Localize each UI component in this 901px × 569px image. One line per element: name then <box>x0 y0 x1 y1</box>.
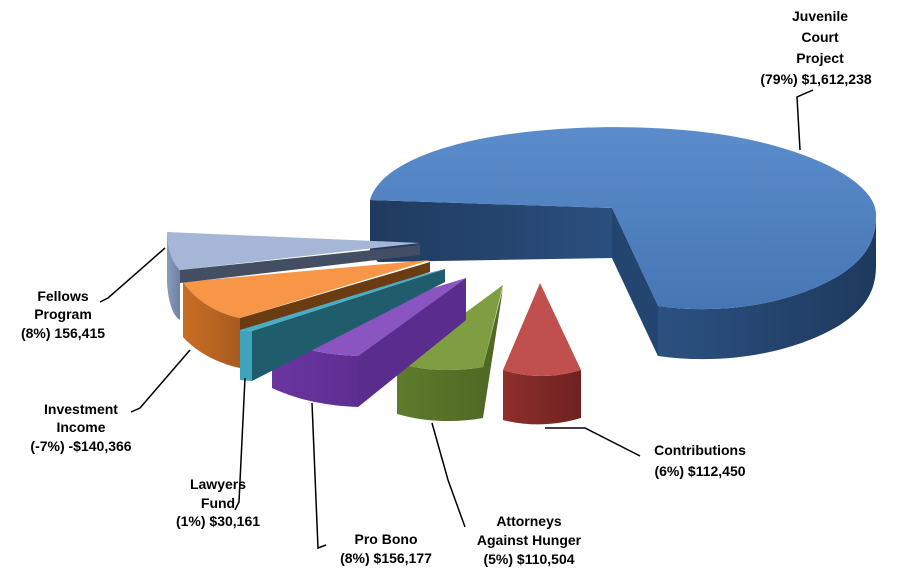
label-line: (79%) $1,612,238 <box>760 71 872 87</box>
label-line: Investment <box>44 401 118 417</box>
label-juvenile: Juvenile Court Project (79%) $1,612,238 <box>760 8 872 87</box>
slice-juvenile-top <box>370 127 877 310</box>
slice-fellows-side <box>167 232 180 320</box>
label-attorneys: Attorneys Against Hunger (5%) $110,504 <box>477 513 582 567</box>
leader-line-investment <box>130 349 191 413</box>
slice-lawyers-fund <box>240 269 445 381</box>
label-investment: Investment Income (-7%) -$140,366 <box>30 401 131 454</box>
label-line: (1%) $30,161 <box>176 513 260 529</box>
slice-investment-income <box>183 260 430 368</box>
label-line: (5%) $110,504 <box>483 551 574 567</box>
label-line: Fellows <box>37 288 89 304</box>
slice-investment-top <box>183 260 430 318</box>
slice-probono-end <box>358 278 466 407</box>
label-line: Lawyers <box>190 476 246 492</box>
label-lawyers: Lawyers Fund (1%) $30,161 <box>176 476 260 529</box>
slice-fellows-top <box>167 232 420 270</box>
leader-line-lawyers <box>234 377 246 511</box>
leader-line-contributions <box>545 427 641 457</box>
slice-probono-side <box>272 278 466 407</box>
slice-contributions-top <box>503 283 581 377</box>
label-fellows: Fellows Program (8%) 156,415 <box>21 288 105 341</box>
leader-line-fellows <box>99 247 166 303</box>
label-line: Income <box>56 419 105 435</box>
label-line: Fund <box>201 495 235 511</box>
label-line: Program <box>34 306 92 322</box>
slice-fellows-end <box>180 245 420 283</box>
slice-attorneys-side <box>397 288 503 422</box>
label-line: (6%) $112,450 <box>654 463 745 479</box>
slice-lawyers-top <box>240 269 445 331</box>
label-line: Court <box>801 29 839 45</box>
label-probono: Pro Bono (8%) $156,177 <box>340 531 432 566</box>
leader-line-probono <box>311 402 327 550</box>
slice-contributions <box>503 283 581 425</box>
slice-lawyers-side <box>240 330 252 381</box>
label-line: Juvenile <box>792 8 848 24</box>
slice-contributions-side <box>503 370 581 425</box>
slice-investment-end <box>240 262 430 330</box>
slice-fellows-program <box>167 232 420 320</box>
label-line: Against Hunger <box>477 532 582 548</box>
label-contributions: Contributions (6%) $112,450 <box>654 442 746 479</box>
leader-lines <box>99 89 814 550</box>
label-line: Pro Bono <box>355 531 418 547</box>
label-line: Project <box>796 50 844 66</box>
label-line: (8%) $156,177 <box>340 550 432 566</box>
leader-line-juvenile <box>796 89 814 151</box>
slice-lawyers-side-dark <box>252 269 445 381</box>
label-line: (8%) 156,415 <box>21 325 105 341</box>
label-line: Contributions <box>654 442 746 458</box>
leader-line-attorneys <box>431 422 466 528</box>
slice-investment-side <box>183 282 240 368</box>
slice-juvenile-court-project <box>370 127 877 360</box>
data-labels: Juvenile Court Project (79%) $1,612,238 Con… <box>21 8 872 567</box>
label-line: Attorneys <box>496 513 562 529</box>
slice-juvenile-side-front <box>612 208 658 356</box>
label-line: (-7%) -$140,366 <box>30 438 131 454</box>
